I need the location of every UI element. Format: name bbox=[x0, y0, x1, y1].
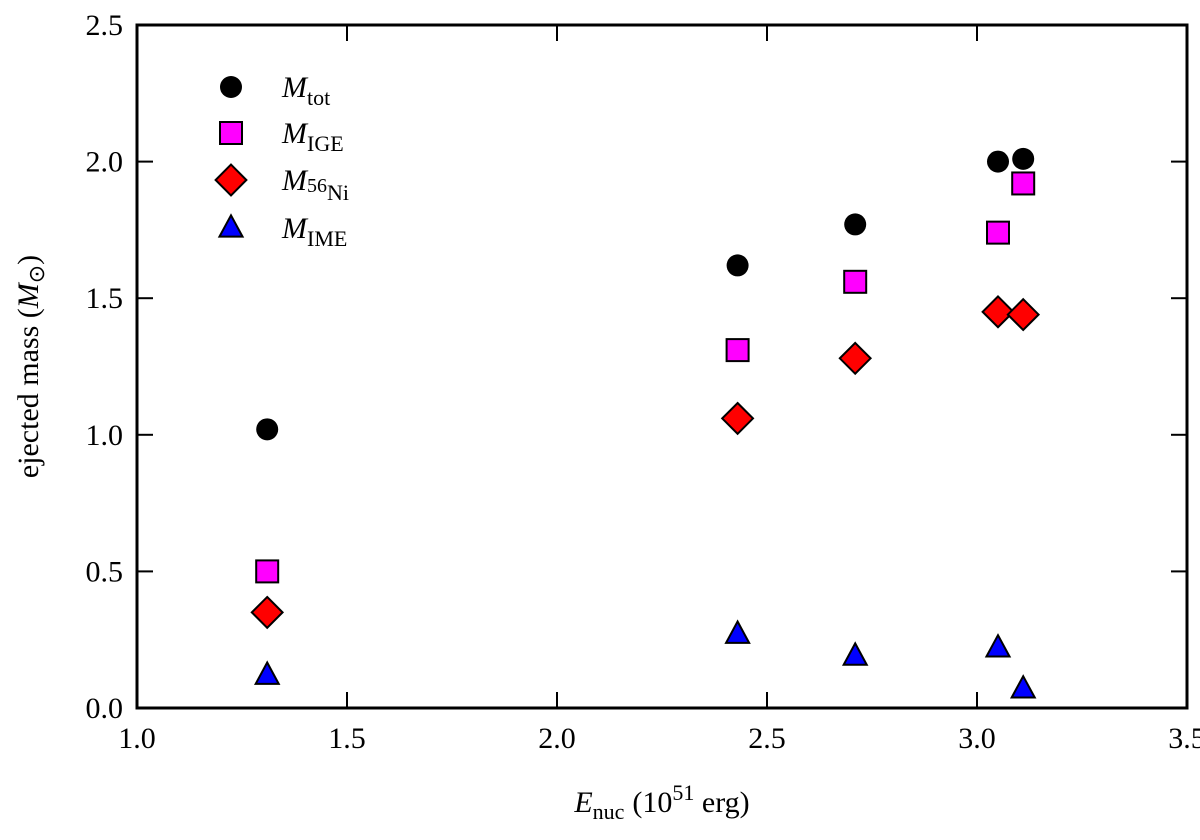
point-ni56 bbox=[1006, 297, 1041, 332]
x-tick-label: 1.5 bbox=[328, 722, 366, 755]
point-ime bbox=[724, 619, 751, 644]
point-ni56 bbox=[981, 295, 1015, 329]
legend: Mtot MIGE M56Ni MIME bbox=[214, 71, 349, 251]
y-axis-label: ejected mass (M⊙) bbox=[12, 255, 49, 478]
data-points bbox=[250, 147, 1041, 699]
x-tick-label: 2.5 bbox=[748, 722, 786, 755]
point-ni56 bbox=[720, 401, 755, 436]
point-ni56 bbox=[250, 595, 285, 630]
legend-marker-tot bbox=[220, 76, 242, 98]
point-ime bbox=[841, 641, 869, 666]
y-tick-label: 0.0 bbox=[86, 692, 124, 725]
x-axis-label: Enuc (1051 erg) bbox=[573, 780, 749, 824]
point-ige bbox=[725, 338, 750, 363]
point-ime bbox=[1009, 674, 1037, 699]
y-tick-label: 1.0 bbox=[86, 419, 124, 452]
legend-label-ime: MIME bbox=[281, 212, 347, 251]
point-ime bbox=[253, 660, 281, 685]
point-tot bbox=[1012, 147, 1035, 170]
axis-ticks: 1.0 1.5 2.0 2.5 3.0 3.5 0.0 0.5 1.0 1.5 2.0 2.5 bbox=[86, 9, 1200, 755]
y-tick-label: 2.0 bbox=[86, 146, 124, 179]
legend-label-ni56: M56Ni bbox=[281, 164, 349, 205]
x-tick-label: 2.0 bbox=[538, 722, 576, 755]
x-tick-label: 3.5 bbox=[1168, 722, 1200, 755]
legend-label-tot: Mtot bbox=[281, 71, 330, 110]
point-tot bbox=[844, 213, 867, 236]
legend-marker-ige bbox=[219, 121, 243, 145]
point-ige bbox=[255, 559, 280, 584]
plot-frame bbox=[135, 23, 1189, 710]
y-tick-label: 1.5 bbox=[86, 282, 124, 315]
point-ige bbox=[843, 269, 868, 294]
legend-marker-ni56 bbox=[214, 163, 248, 197]
point-ige bbox=[1011, 171, 1036, 196]
point-ige bbox=[986, 220, 1010, 245]
legend-marker-ime bbox=[217, 213, 245, 238]
point-tot bbox=[256, 418, 279, 441]
point-tot bbox=[987, 150, 1009, 173]
y-tick-label: 0.5 bbox=[86, 555, 124, 588]
point-tot bbox=[726, 254, 749, 277]
y-tick-label: 2.5 bbox=[86, 9, 124, 42]
point-ime bbox=[984, 633, 1012, 658]
x-tick-label: 1.0 bbox=[118, 722, 156, 755]
x-tick-label: 3.0 bbox=[958, 722, 996, 755]
legend-label-ige: MIGE bbox=[281, 117, 344, 156]
point-ni56 bbox=[838, 341, 873, 376]
